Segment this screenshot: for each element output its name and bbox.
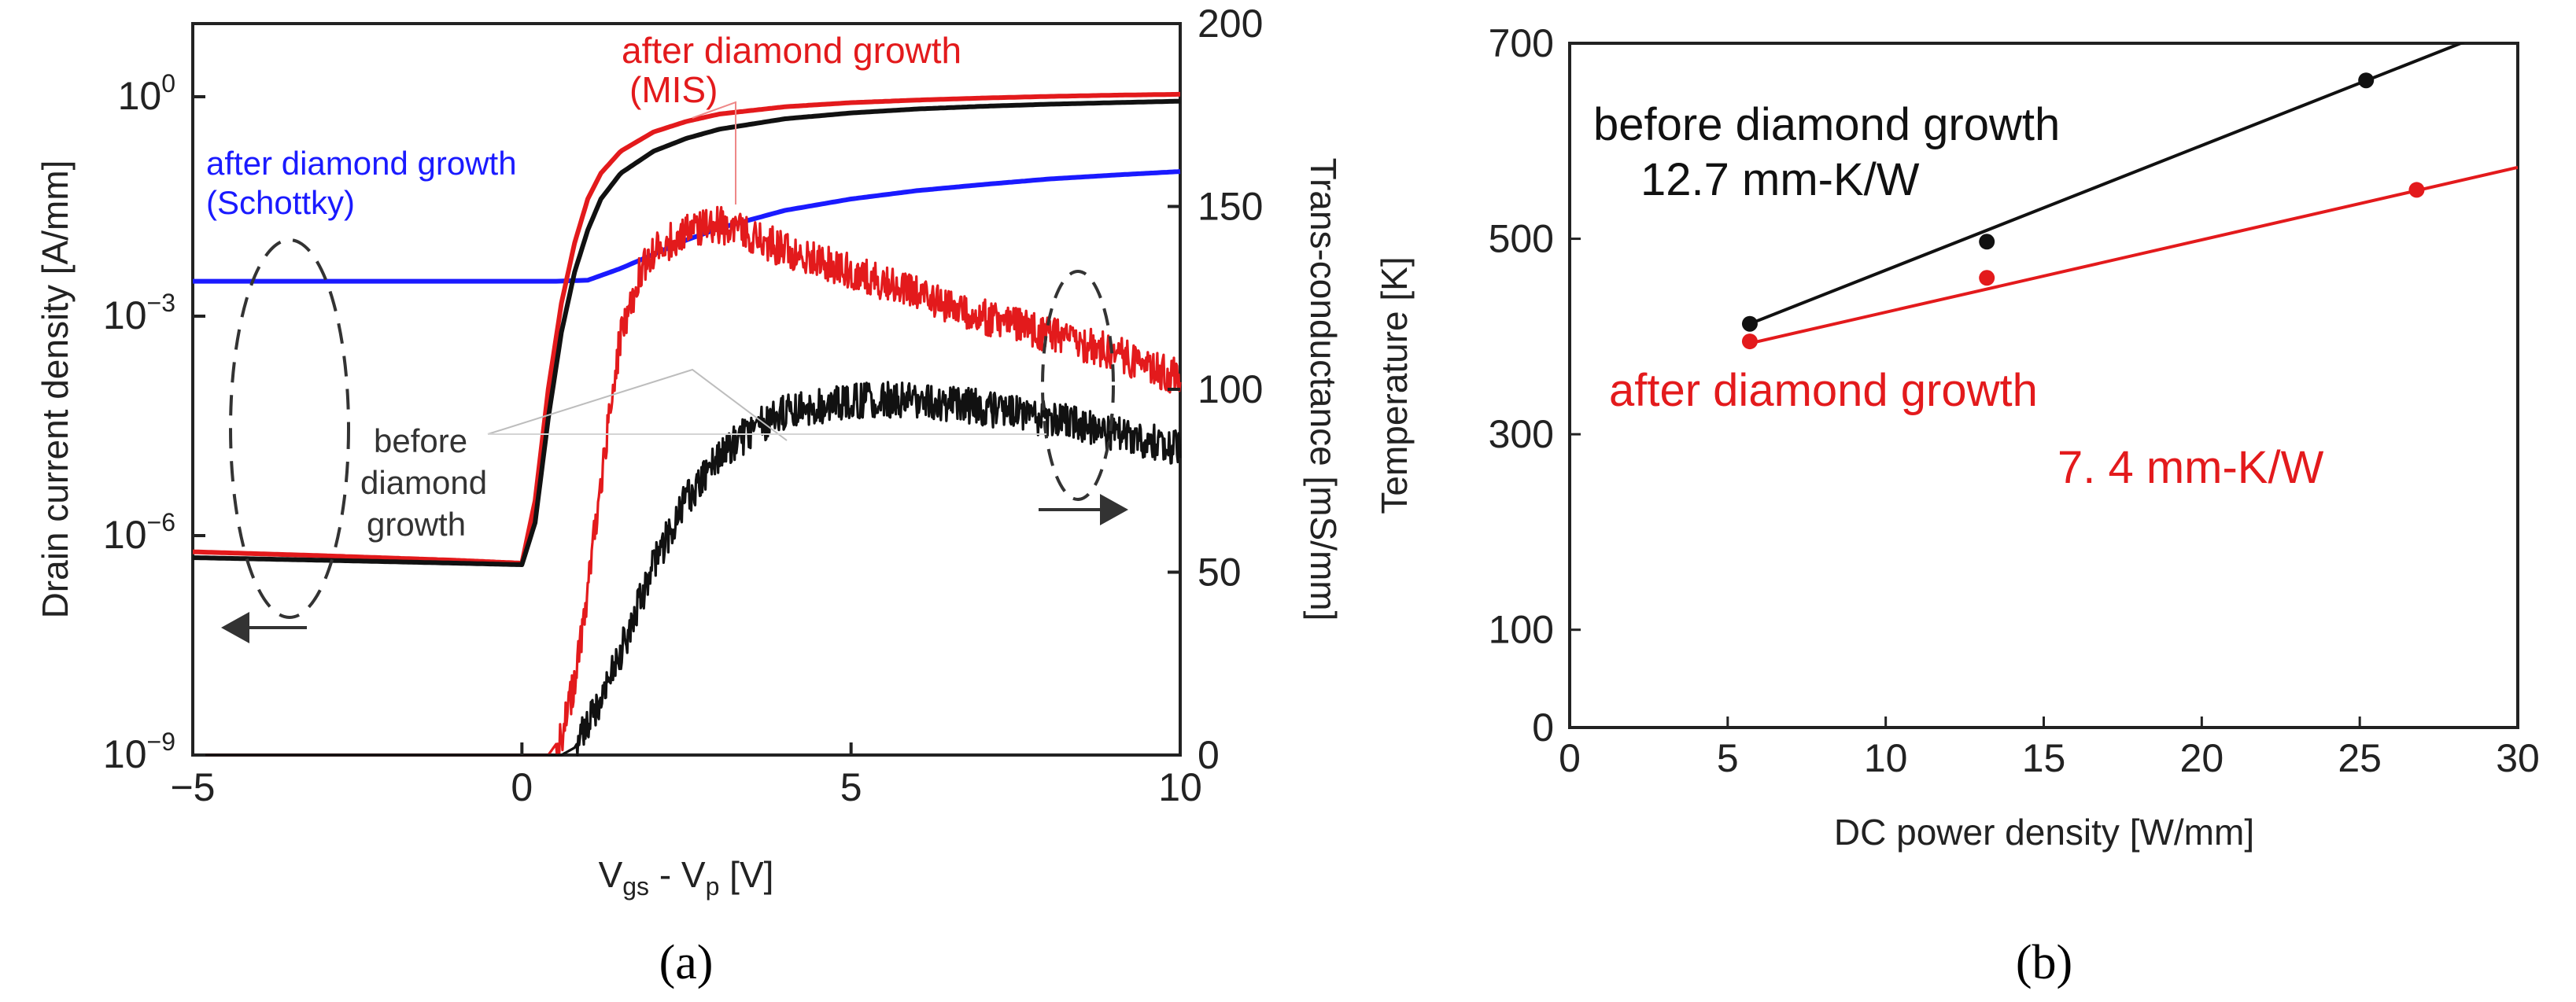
panel-a-right-axis-ellipse — [1041, 270, 1115, 501]
panel-a-series-line-right-after-diamond-growth-mis- — [192, 205, 1182, 757]
panel-a: −5 0 5 10 10−9 10−6 10−3 100 0 50 100 150 200 after … — [35, 2, 1344, 989]
panel-a-x-label: Vgs - Vp [V] — [599, 854, 774, 901]
panel-b-point-after — [1979, 270, 1995, 286]
panel-b-point-after — [2408, 182, 2425, 198]
panel-b-y-tick-label: 500 — [1489, 217, 1554, 261]
panel-a-before-leader — [487, 368, 788, 441]
panel-b-y-tick-label: 700 — [1489, 21, 1554, 65]
panel-a-x-tick-label: −5 — [170, 765, 215, 809]
panel-a-series — [192, 91, 1182, 757]
panel-b-fit-line-before — [1749, 43, 2466, 326]
panel-a-mis-label-1: after diamond growth — [622, 30, 961, 71]
panel-b-x-label: DC power density [W/mm] — [1834, 812, 2254, 853]
panel-a-x-tick-label: 10 — [1158, 765, 1202, 809]
panel-a-mis-label-2: (MIS) — [629, 69, 718, 110]
panel-b-y-tick-label: 0 — [1532, 705, 1554, 750]
panel-b-before-label: before diamond growth — [1593, 99, 2060, 150]
panel-a-series-line-right-before-diamond-growth — [192, 381, 1182, 757]
panel-b-x-tick-label: 5 — [1717, 736, 1739, 780]
panel-b-before-resistance: 12.7 mm-K/W — [1640, 154, 1920, 205]
panel-b-x-tick-label: 25 — [2338, 736, 2382, 780]
panel-a-left-axis-ellipse — [229, 238, 350, 619]
panel-a-before-label-2: diamond — [360, 464, 487, 501]
panel-a-y-left-tick-label: 10−9 — [103, 728, 175, 776]
panel-a-ticks: −5 0 5 10 10−9 10−6 10−3 100 0 50 100 150 200 — [103, 2, 1264, 809]
panel-b-x-tick-label: 15 — [2022, 736, 2066, 780]
panel-a-y-left-tick-label: 10−3 — [103, 289, 175, 337]
panel-a-x-tick-label: 5 — [840, 765, 862, 809]
panel-a-mis-leader — [692, 101, 736, 204]
panel-b-y-label: Temperature [K] — [1374, 256, 1415, 514]
panel-a-schottky-label-1: after diamond growth — [206, 145, 517, 182]
panel-a-y-right-tick-label: 0 — [1198, 733, 1220, 777]
panel-a-y-right-label: Trans-conductance [mS/mm] — [1303, 158, 1344, 621]
panel-b-fit-line-after — [1749, 165, 2518, 345]
panel-a-plot-frame — [191, 22, 1182, 757]
panel-b-after-label: after diamond growth — [1609, 365, 2038, 416]
panel-b-point-before — [2358, 72, 2375, 89]
panel-a-series-line-left-after-diamond-growth-mis- — [192, 91, 1180, 565]
panel-a-series-line-left-after-diamond-growth-schottky- — [193, 169, 1181, 284]
panel-b-series — [1741, 43, 2518, 350]
panel-b-y-tick-label: 300 — [1489, 412, 1554, 456]
panel-b-x-tick-label: 0 — [1559, 736, 1581, 780]
panel-b-point-after — [1741, 333, 1758, 350]
panel-a-series-line-left-before-diamond-growth — [192, 98, 1181, 567]
panel-b-point-before — [1741, 315, 1758, 332]
panel-a-y-right-tick-label: 100 — [1198, 367, 1263, 411]
panel-b-x-tick-label: 30 — [2496, 736, 2540, 780]
panel-b-y-tick-label: 100 — [1489, 608, 1554, 652]
panel-a-y-left-label: Drain current density [A/mm] — [35, 160, 76, 619]
panel-b-x-tick-label: 10 — [1864, 736, 1908, 780]
panel-a-y-right-tick-label: 200 — [1198, 2, 1263, 46]
panel-a-y-left-tick-label: 10−6 — [103, 508, 175, 557]
panel-a-before-label-1: before — [374, 422, 467, 459]
panel-b-point-before — [1979, 234, 1995, 250]
panel-b-after-resistance: 7. 4 mm-K/W — [2057, 442, 2324, 493]
panel-a-label: (a) — [659, 936, 714, 989]
panel-a-schottky-label-2: (Schottky) — [206, 184, 355, 221]
panel-a-y-right-tick-label: 150 — [1198, 185, 1263, 229]
panel-a-x-tick-label: 0 — [511, 765, 533, 809]
panel-b-label: (b) — [2016, 936, 2072, 989]
panel-a-y-left-tick-label: 100 — [118, 69, 175, 118]
panel-b-x-tick-label: 20 — [2180, 736, 2224, 780]
panel-a-y-right-tick-label: 50 — [1198, 551, 1242, 595]
panel-a-before-label-3: growth — [367, 506, 466, 543]
